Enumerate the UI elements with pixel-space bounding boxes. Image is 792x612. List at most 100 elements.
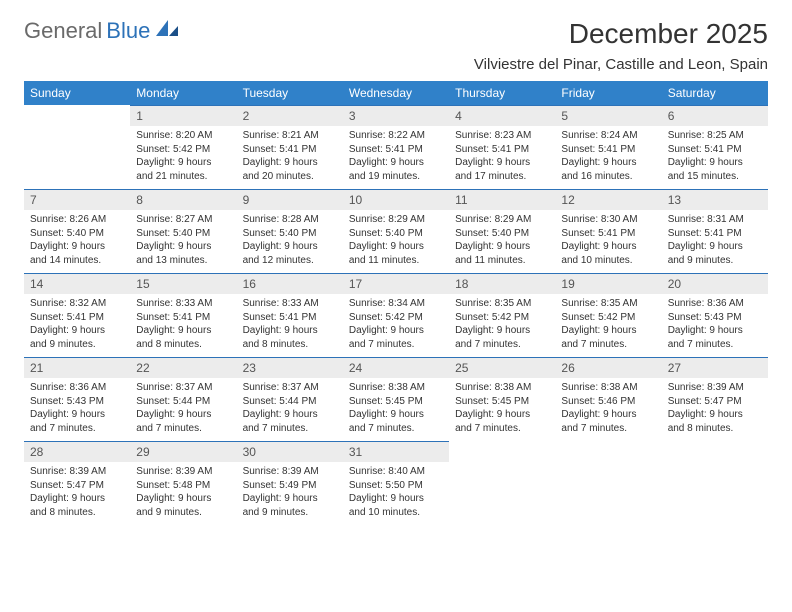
sunrise-text: Sunrise: 8:34 AM [349,297,443,311]
daylight-text: Daylight: 9 hours and 7 minutes. [455,408,549,435]
calendar-cell: 19Sunrise: 8:35 AMSunset: 5:42 PMDayligh… [555,273,661,357]
day-details: Sunrise: 8:21 AMSunset: 5:41 PMDaylight:… [237,126,343,189]
calendar-cell: 26Sunrise: 8:38 AMSunset: 5:46 PMDayligh… [555,357,661,441]
calendar-cell: 3Sunrise: 8:22 AMSunset: 5:41 PMDaylight… [343,105,449,189]
calendar-week-row: 14Sunrise: 8:32 AMSunset: 5:41 PMDayligh… [24,273,768,357]
sunrise-text: Sunrise: 8:35 AM [561,297,655,311]
daylight-text: Daylight: 9 hours and 7 minutes. [349,408,443,435]
calendar-cell [24,105,130,189]
day-details: Sunrise: 8:25 AMSunset: 5:41 PMDaylight:… [662,126,768,189]
day-number: 14 [24,273,130,294]
daylight-text: Daylight: 9 hours and 9 minutes. [668,240,762,267]
sunrise-text: Sunrise: 8:31 AM [668,213,762,227]
day-details: Sunrise: 8:29 AMSunset: 5:40 PMDaylight:… [343,210,449,273]
calendar-table: SundayMondayTuesdayWednesdayThursdayFrid… [24,81,768,525]
calendar-cell: 27Sunrise: 8:39 AMSunset: 5:47 PMDayligh… [662,357,768,441]
day-details: Sunrise: 8:39 AMSunset: 5:49 PMDaylight:… [237,462,343,525]
calendar-week-row: 21Sunrise: 8:36 AMSunset: 5:43 PMDayligh… [24,357,768,441]
calendar-cell: 25Sunrise: 8:38 AMSunset: 5:45 PMDayligh… [449,357,555,441]
sunset-text: Sunset: 5:41 PM [455,143,549,157]
sunrise-text: Sunrise: 8:40 AM [349,465,443,479]
day-number: 24 [343,357,449,378]
day-number: 2 [237,105,343,126]
sunset-text: Sunset: 5:42 PM [136,143,230,157]
sunrise-text: Sunrise: 8:24 AM [561,129,655,143]
calendar-cell: 15Sunrise: 8:33 AMSunset: 5:41 PMDayligh… [130,273,236,357]
calendar-cell: 4Sunrise: 8:23 AMSunset: 5:41 PMDaylight… [449,105,555,189]
daylight-text: Daylight: 9 hours and 14 minutes. [30,240,124,267]
day-details: Sunrise: 8:20 AMSunset: 5:42 PMDaylight:… [130,126,236,189]
daylight-text: Daylight: 9 hours and 7 minutes. [30,408,124,435]
daylight-text: Daylight: 9 hours and 7 minutes. [243,408,337,435]
day-number: 21 [24,357,130,378]
sunrise-text: Sunrise: 8:39 AM [243,465,337,479]
calendar-cell [555,441,661,525]
weekday-header: Wednesday [343,81,449,105]
sunset-text: Sunset: 5:48 PM [136,479,230,493]
sunset-text: Sunset: 5:44 PM [243,395,337,409]
daylight-text: Daylight: 9 hours and 11 minutes. [349,240,443,267]
sunset-text: Sunset: 5:40 PM [243,227,337,241]
day-number: 4 [449,105,555,126]
daylight-text: Daylight: 9 hours and 9 minutes. [136,492,230,519]
day-details: Sunrise: 8:30 AMSunset: 5:41 PMDaylight:… [555,210,661,273]
sunset-text: Sunset: 5:42 PM [349,311,443,325]
sunset-text: Sunset: 5:42 PM [561,311,655,325]
calendar-cell: 23Sunrise: 8:37 AMSunset: 5:44 PMDayligh… [237,357,343,441]
day-number: 8 [130,189,236,210]
day-number: 23 [237,357,343,378]
calendar-cell: 7Sunrise: 8:26 AMSunset: 5:40 PMDaylight… [24,189,130,273]
sunset-text: Sunset: 5:44 PM [136,395,230,409]
calendar-cell: 30Sunrise: 8:39 AMSunset: 5:49 PMDayligh… [237,441,343,525]
sunset-text: Sunset: 5:41 PM [561,143,655,157]
daylight-text: Daylight: 9 hours and 10 minutes. [561,240,655,267]
daylight-text: Daylight: 9 hours and 9 minutes. [30,324,124,351]
calendar-cell: 9Sunrise: 8:28 AMSunset: 5:40 PMDaylight… [237,189,343,273]
daylight-text: Daylight: 9 hours and 20 minutes. [243,156,337,183]
daylight-text: Daylight: 9 hours and 7 minutes. [136,408,230,435]
calendar-cell: 18Sunrise: 8:35 AMSunset: 5:42 PMDayligh… [449,273,555,357]
daylight-text: Daylight: 9 hours and 21 minutes. [136,156,230,183]
sunrise-text: Sunrise: 8:23 AM [455,129,549,143]
daylight-text: Daylight: 9 hours and 8 minutes. [668,408,762,435]
sunset-text: Sunset: 5:40 PM [349,227,443,241]
sail-icon [156,20,178,43]
daylight-text: Daylight: 9 hours and 7 minutes. [668,324,762,351]
day-number: 22 [130,357,236,378]
sunrise-text: Sunrise: 8:36 AM [668,297,762,311]
day-details: Sunrise: 8:22 AMSunset: 5:41 PMDaylight:… [343,126,449,189]
daylight-text: Daylight: 9 hours and 19 minutes. [349,156,443,183]
daylight-text: Daylight: 9 hours and 8 minutes. [136,324,230,351]
sunrise-text: Sunrise: 8:21 AM [243,129,337,143]
day-number: 29 [130,441,236,462]
calendar-cell: 21Sunrise: 8:36 AMSunset: 5:43 PMDayligh… [24,357,130,441]
calendar-cell [449,441,555,525]
calendar-cell: 16Sunrise: 8:33 AMSunset: 5:41 PMDayligh… [237,273,343,357]
day-number: 11 [449,189,555,210]
day-details: Sunrise: 8:40 AMSunset: 5:50 PMDaylight:… [343,462,449,525]
sunset-text: Sunset: 5:47 PM [30,479,124,493]
day-details: Sunrise: 8:23 AMSunset: 5:41 PMDaylight:… [449,126,555,189]
sunrise-text: Sunrise: 8:38 AM [561,381,655,395]
day-details: Sunrise: 8:29 AMSunset: 5:40 PMDaylight:… [449,210,555,273]
daylight-text: Daylight: 9 hours and 7 minutes. [561,408,655,435]
calendar-cell: 24Sunrise: 8:38 AMSunset: 5:45 PMDayligh… [343,357,449,441]
sunset-text: Sunset: 5:49 PM [243,479,337,493]
day-number: 25 [449,357,555,378]
day-number: 6 [662,105,768,126]
sunrise-text: Sunrise: 8:30 AM [561,213,655,227]
calendar-cell: 10Sunrise: 8:29 AMSunset: 5:40 PMDayligh… [343,189,449,273]
calendar-week-row: 28Sunrise: 8:39 AMSunset: 5:47 PMDayligh… [24,441,768,525]
calendar-cell: 5Sunrise: 8:24 AMSunset: 5:41 PMDaylight… [555,105,661,189]
sunrise-text: Sunrise: 8:33 AM [243,297,337,311]
day-details: Sunrise: 8:31 AMSunset: 5:41 PMDaylight:… [662,210,768,273]
day-details: Sunrise: 8:36 AMSunset: 5:43 PMDaylight:… [662,294,768,357]
sunrise-text: Sunrise: 8:29 AM [349,213,443,227]
day-number: 20 [662,273,768,294]
sunset-text: Sunset: 5:40 PM [136,227,230,241]
calendar-cell: 1Sunrise: 8:20 AMSunset: 5:42 PMDaylight… [130,105,236,189]
sunrise-text: Sunrise: 8:22 AM [349,129,443,143]
sunset-text: Sunset: 5:43 PM [30,395,124,409]
weekday-header: Monday [130,81,236,105]
day-details: Sunrise: 8:27 AMSunset: 5:40 PMDaylight:… [130,210,236,273]
